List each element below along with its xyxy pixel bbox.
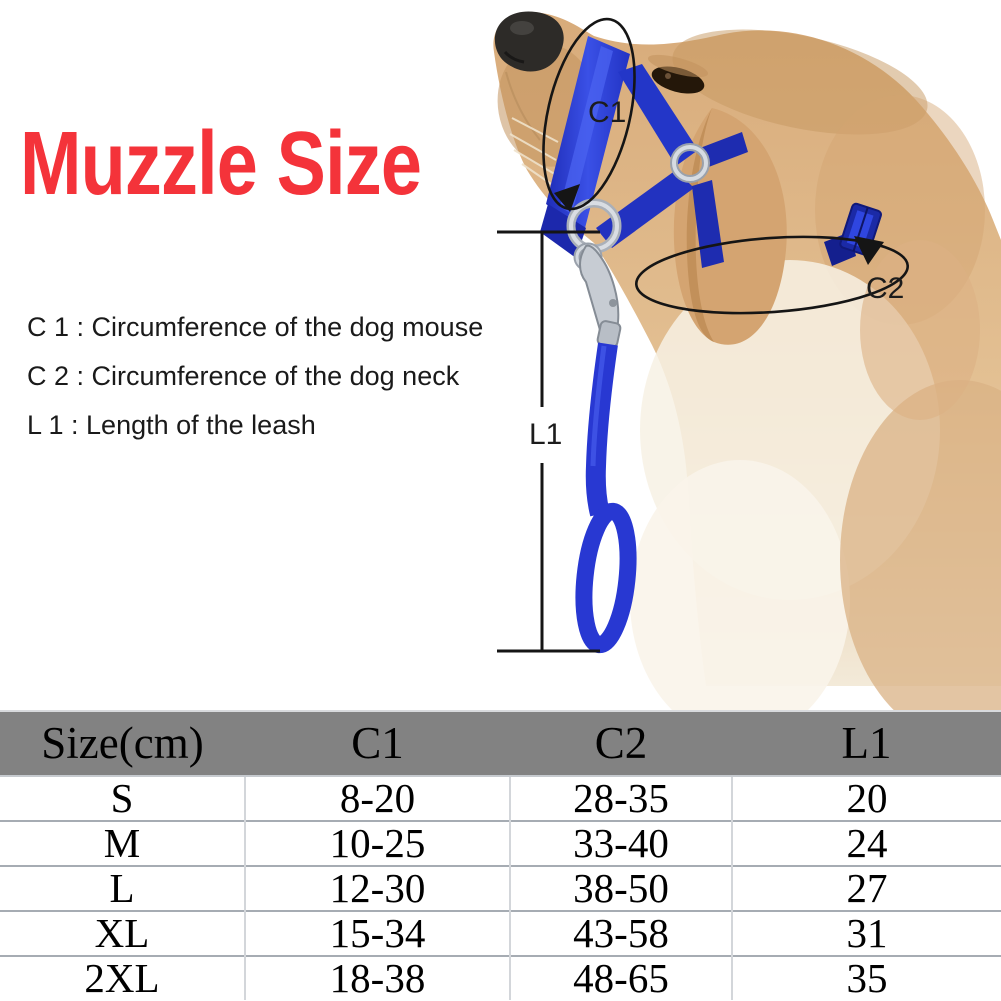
table-cell: 12-30 [244,865,510,911]
table-row-2xl: 2XL 18-38 48-65 35 [0,955,1001,1000]
neckback-shading [860,240,980,420]
table-cell: 8-20 [244,775,510,821]
c2-measurement [635,235,909,315]
table-cell: 28-35 [509,775,732,821]
size-table-header: Size(cm) C1 C2 L1 [0,711,1001,777]
table-row-m: M 10-25 33-40 24 [0,820,1001,866]
table-cell: 20 [731,775,1001,821]
l1-measurement-lines [497,230,600,653]
header-cell-c2: C2 [510,711,732,777]
header-cell-c1: C1 [245,711,510,777]
leash-strap-sheen [590,345,607,467]
nose-band-sheen [560,46,613,214]
c1-arrow-icon [554,184,580,212]
table-cell: 35 [731,955,1001,1000]
definition-c1: C 1 : Circumference of the dog mouse [27,312,484,342]
dog-nose [494,11,564,72]
head-shading [672,29,928,135]
definition-c2: C 2 : Circumference of the dog neck [27,361,460,391]
table-cell: 43-58 [509,910,732,956]
table-cell: 38-50 [509,865,732,911]
size-cell: M [0,820,245,866]
size-cell: L [0,865,245,911]
header-cell-size: Size(cm) [0,711,245,777]
leash-clasp [579,244,622,348]
cheek-strap-upper [618,64,698,166]
shoulder-shading [840,380,1001,710]
table-row-s: S 8-20 28-35 20 [0,775,1001,821]
table-row-l: L 12-30 38-50 27 [0,865,1001,911]
dog-head [493,11,1001,710]
c1-measurement [542,17,636,212]
header-cell-l1: L1 [732,711,1001,777]
table-cell: 24 [731,820,1001,866]
leash [566,198,637,654]
cheek-ring [670,143,710,183]
dog-photo-illustration [493,11,1001,710]
table-cell: 31 [731,910,1001,956]
table-row-xl: XL 15-34 43-58 31 [0,910,1001,956]
leash-handle-loop [575,502,637,654]
size-cell: 2XL [0,955,245,1000]
size-cell: S [0,775,245,821]
mouth-line [505,71,541,141]
measurement-definitions: C 1 : Circumference of the dog mouse C 2… [27,303,483,450]
c2-diagram-label: C2 [866,272,905,305]
size-cell: XL [0,910,245,956]
leash-strap [585,342,618,517]
c1-diagram-label: C1 [588,96,627,129]
chest-highlight [630,460,850,710]
table-cell: 10-25 [244,820,510,866]
c2-arrow-icon [854,236,884,265]
table-cell: 33-40 [509,820,732,866]
c2-ellipse [635,235,909,315]
behind-ear-strap [700,132,748,168]
table-cell: 27 [731,865,1001,911]
definition-l1: L 1 : Length of the leash [27,410,316,440]
table-cell: 18-38 [244,955,510,1000]
dog-eye [647,54,709,94]
page-title: Muzzle Size [20,114,422,214]
table-cell: 48-65 [509,955,732,1000]
size-table: Size(cm) C1 C2 L1 S 8-20 28-35 20 M 10-2… [0,710,1001,1000]
l1-diagram-label: L1 [529,418,563,451]
size-table-body: S 8-20 28-35 20 M 10-25 33-40 24 L 12-30… [0,775,1001,1000]
table-header-row: Size(cm) C1 C2 L1 [0,711,1001,777]
table-cell: 15-34 [244,910,510,956]
